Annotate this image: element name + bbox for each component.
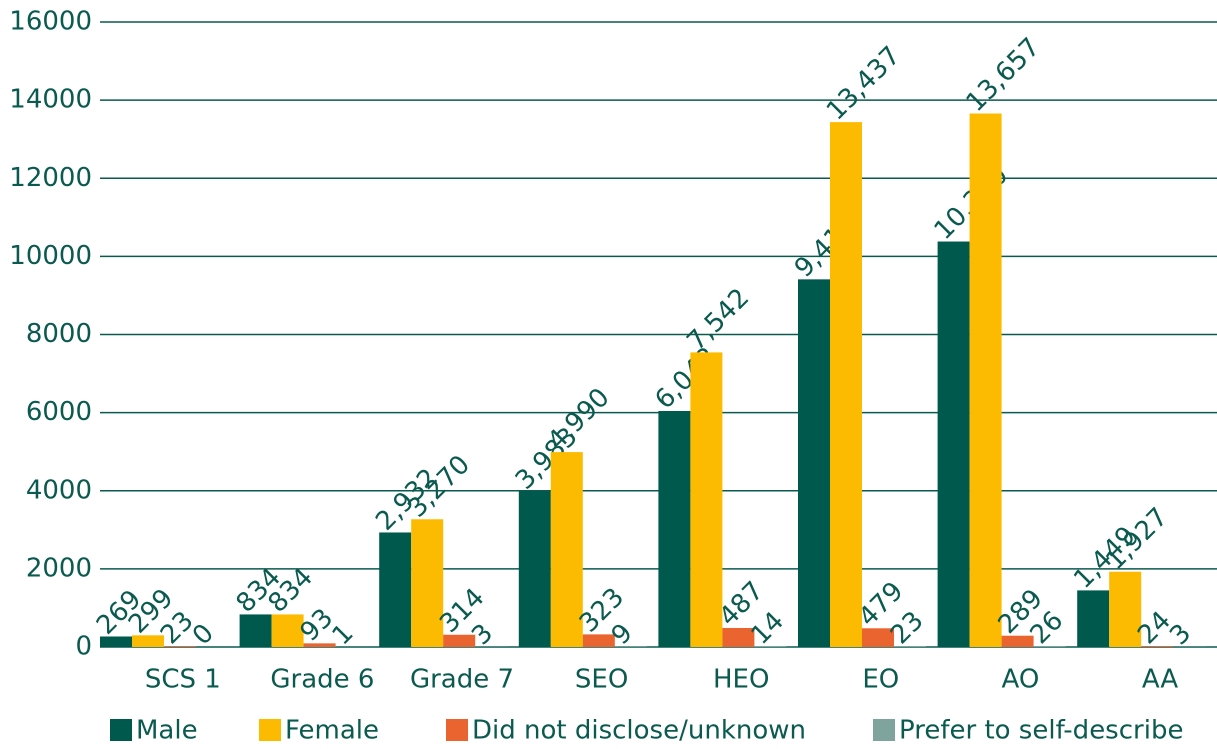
bar: [830, 122, 862, 647]
bar: [303, 643, 336, 647]
bar: [754, 646, 787, 647]
bar: [1077, 590, 1110, 647]
y-tick-label: 16000: [9, 7, 92, 37]
y-tick-label: 4000: [26, 475, 92, 505]
y-tick-label: 6000: [26, 397, 92, 427]
x-tick-label: HEO: [713, 665, 769, 695]
bar: [582, 634, 615, 647]
bar: [658, 410, 691, 647]
legend-label: Did not disclose/unknown: [472, 716, 806, 746]
data-label: 13,657: [961, 32, 1047, 118]
y-tick-label: 8000: [26, 319, 92, 349]
y-tick-label: 2000: [26, 553, 92, 583]
bar: [798, 279, 830, 647]
legend-swatch: [873, 719, 895, 741]
bar: [443, 634, 476, 647]
legend-swatch: [446, 719, 468, 741]
bar: [1001, 635, 1034, 647]
y-tick-label: 12000: [9, 163, 92, 193]
bar: [1109, 571, 1142, 647]
y-tick-label: 14000: [9, 85, 92, 115]
bar: [894, 646, 926, 647]
legend-swatch: [259, 719, 281, 741]
bar: [100, 636, 132, 647]
y-tick-label: 10000: [9, 241, 92, 271]
bar: [132, 635, 164, 647]
bar: [722, 627, 755, 647]
bar: [411, 519, 444, 647]
legend-label: Male: [136, 716, 198, 746]
bar: [164, 646, 196, 647]
bar: [271, 614, 304, 647]
x-tick-label: EO: [862, 665, 899, 695]
bar: [1033, 645, 1066, 647]
legend-swatch: [110, 719, 132, 741]
bar: [239, 614, 272, 647]
y-tick-label: 0: [75, 632, 92, 662]
x-tick-label: Grade 7: [410, 665, 514, 695]
bar: [937, 241, 970, 647]
bar: [690, 352, 723, 647]
bar: [379, 532, 412, 647]
x-tick-label: AA: [1142, 665, 1179, 695]
bar: [1141, 646, 1174, 647]
bar: [550, 452, 583, 647]
bar: [862, 628, 894, 647]
x-tick-label: SCS 1: [145, 665, 221, 695]
data-label: 13,437: [821, 41, 907, 127]
bar: [518, 491, 551, 647]
legend-label: Prefer to self-describe: [899, 716, 1183, 746]
x-tick-label: AO: [1002, 665, 1040, 695]
bar: [969, 113, 1002, 647]
x-tick-label: SEO: [575, 665, 628, 695]
data-label: 7,542: [681, 283, 755, 357]
legend-label: Female: [285, 716, 379, 746]
x-tick-label: Grade 6: [270, 665, 374, 695]
